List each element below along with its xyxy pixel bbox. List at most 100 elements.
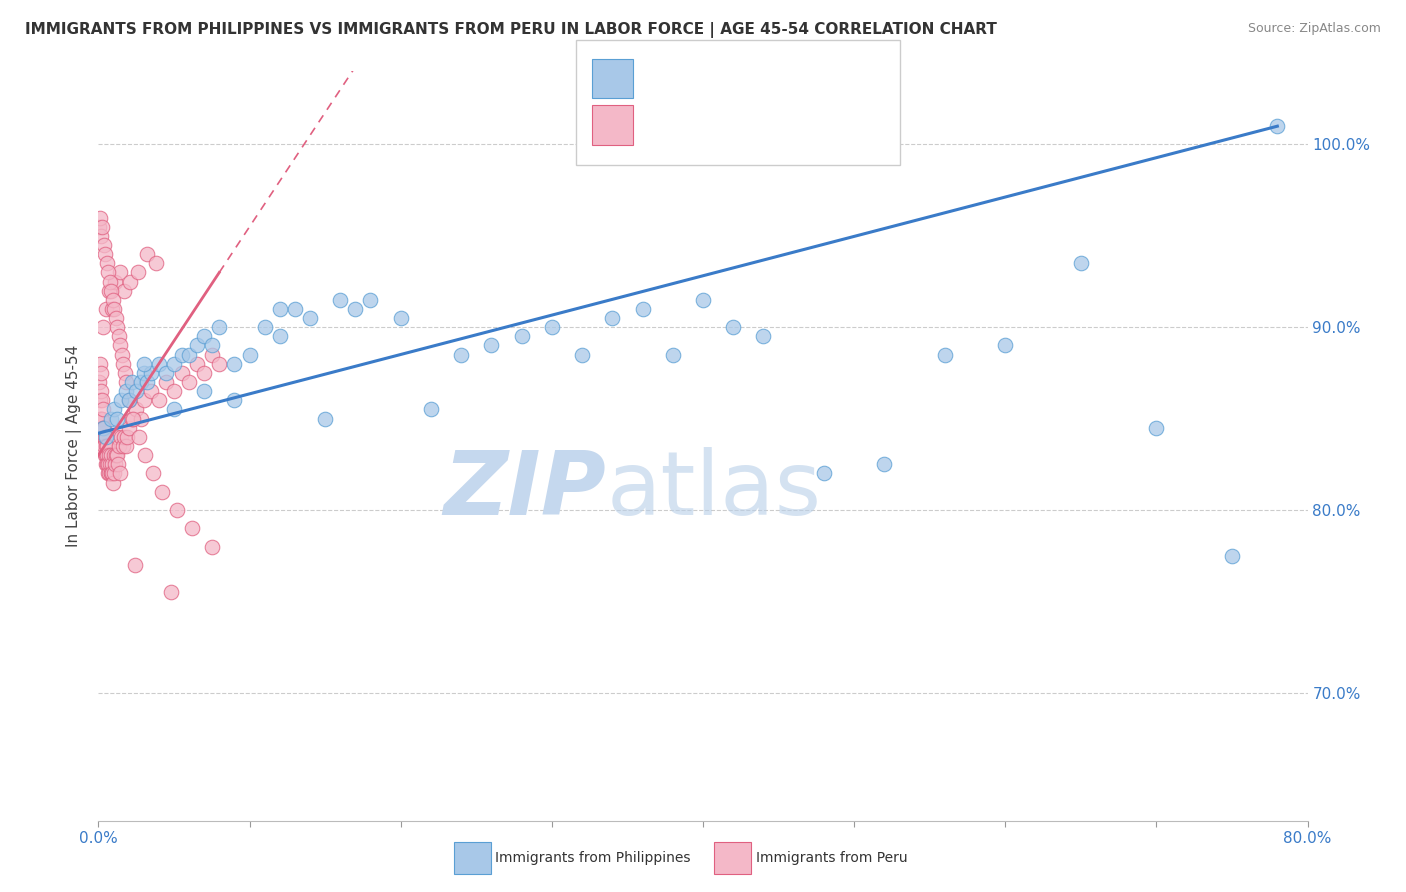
Point (94, 301, 117, 316)
Point (100, 467, 122, 481)
Text: Immigrants from Peru: Immigrants from Peru (756, 851, 908, 865)
Point (122, 411, 145, 425)
Point (108, 265, 131, 279)
Point (540, 320, 562, 334)
Point (193, 366, 215, 380)
Point (141, 366, 163, 380)
Point (193, 384, 215, 399)
Point (127, 265, 149, 279)
Point (114, 366, 136, 380)
Point (128, 430, 150, 444)
Point (115, 430, 138, 444)
Point (170, 348, 193, 362)
Point (752, 329, 775, 343)
Point (104, 311, 127, 326)
Point (91, 219, 114, 234)
Point (201, 540, 224, 554)
Point (201, 338, 224, 352)
Point (101, 467, 124, 481)
Text: N =  59: N = 59 (787, 64, 860, 82)
Point (253, 320, 276, 334)
Point (360, 293, 382, 307)
Point (89, 211, 111, 225)
Point (100, 411, 122, 425)
Point (96, 448, 118, 462)
Point (103, 301, 125, 316)
Point (105, 448, 128, 462)
Point (155, 375, 177, 389)
Point (111, 439, 134, 453)
Point (89, 393, 111, 408)
Point (94, 448, 117, 462)
Point (661, 348, 683, 362)
Point (118, 393, 141, 408)
Point (100, 467, 122, 481)
Point (93, 430, 115, 444)
Text: atlas: atlas (606, 448, 821, 534)
Point (389, 311, 412, 326)
Point (103, 467, 125, 481)
Point (105, 430, 128, 444)
Point (100, 448, 122, 462)
Point (104, 448, 127, 462)
Point (239, 348, 262, 362)
Point (166, 503, 188, 517)
Point (284, 301, 307, 316)
Point (142, 467, 165, 481)
Point (90, 366, 112, 380)
Point (181, 521, 204, 535)
Point (420, 402, 443, 417)
Point (100, 284, 122, 298)
Point (97, 265, 120, 279)
Point (90, 228, 112, 243)
Point (94, 430, 117, 444)
Point (108, 329, 131, 343)
Point (170, 366, 193, 380)
Point (104, 457, 127, 471)
Point (132, 366, 155, 380)
Point (186, 357, 208, 371)
Point (602, 311, 624, 326)
Point (224, 357, 246, 371)
Point (994, 338, 1017, 352)
Point (148, 357, 170, 371)
Point (163, 357, 186, 371)
Point (208, 357, 231, 371)
Point (89, 357, 111, 371)
Point (94, 448, 117, 462)
Point (94, 247, 117, 261)
Point (121, 375, 143, 389)
Point (96, 439, 118, 453)
Point (121, 411, 143, 425)
Point (150, 484, 173, 499)
Point (141, 384, 163, 399)
Point (103, 448, 125, 462)
Text: N = 105: N = 105 (787, 111, 868, 128)
Point (269, 301, 291, 316)
Point (571, 348, 593, 362)
Point (112, 430, 135, 444)
Point (135, 375, 157, 389)
Point (96, 256, 118, 270)
Point (118, 421, 141, 435)
Point (110, 393, 132, 408)
Point (103, 402, 125, 417)
Point (813, 467, 835, 481)
Point (96, 439, 118, 453)
Point (94, 457, 117, 471)
Point (89, 411, 111, 425)
Point (193, 329, 215, 343)
Point (105, 411, 128, 425)
Point (112, 357, 135, 371)
Text: IMMIGRANTS FROM PHILIPPINES VS IMMIGRANTS FROM PERU IN LABOR FORCE | AGE 45-54 C: IMMIGRANTS FROM PHILIPPINES VS IMMIGRANT… (25, 22, 997, 38)
Point (1146, 421, 1168, 435)
Point (98, 275, 121, 289)
Point (91, 411, 114, 425)
Point (105, 320, 128, 334)
Point (97, 467, 120, 481)
Text: Source: ZipAtlas.com: Source: ZipAtlas.com (1247, 22, 1381, 36)
Point (114, 384, 136, 399)
Point (91, 320, 114, 334)
Point (91, 421, 114, 435)
Point (97, 457, 120, 471)
